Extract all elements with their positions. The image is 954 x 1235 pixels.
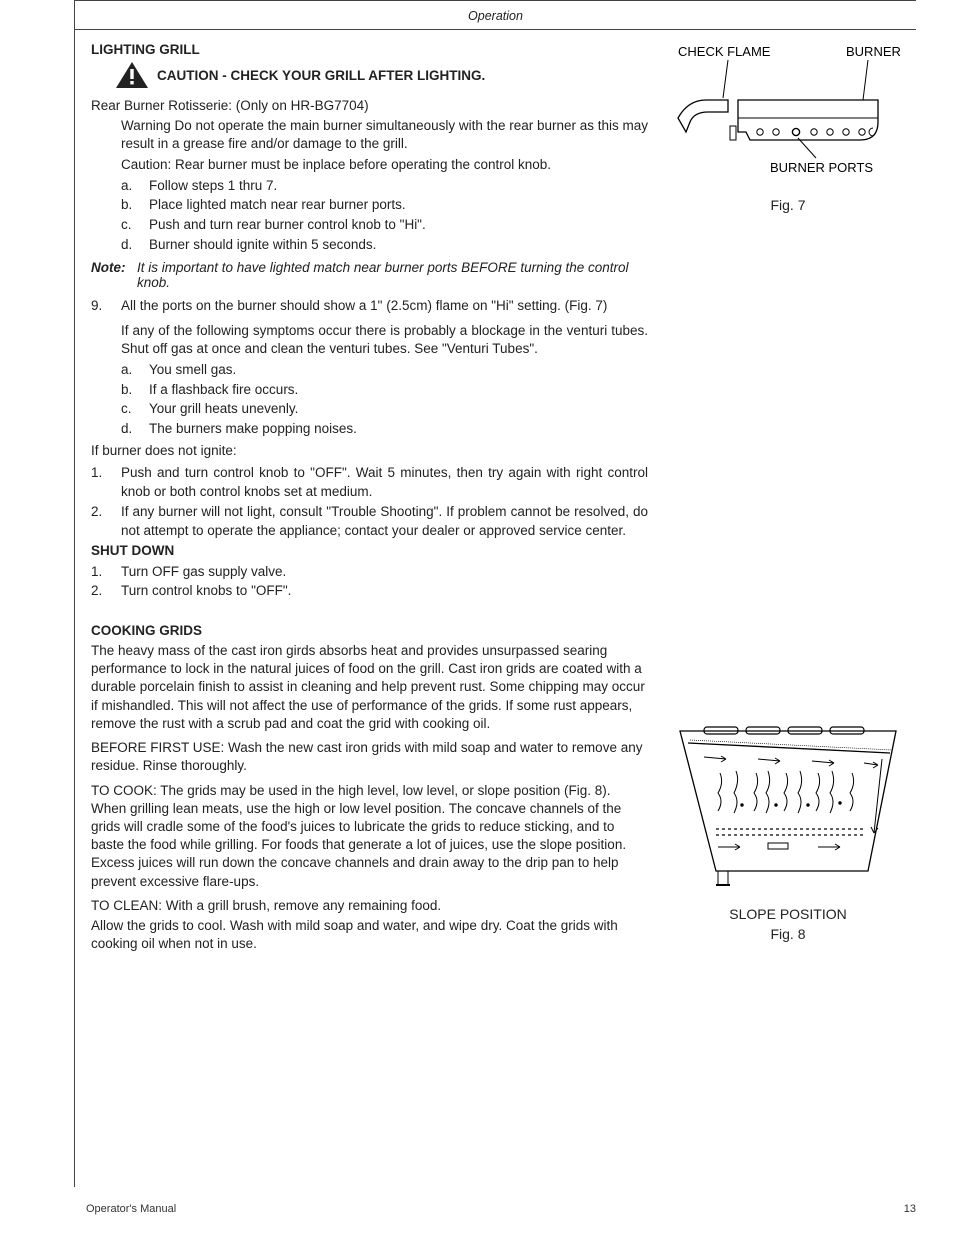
figure-8-slope-label: SLOPE POSITION	[660, 906, 916, 922]
step-9-followup: If any of the following symptoms occur t…	[121, 322, 648, 358]
figure-7-caption: Fig. 7	[660, 197, 916, 213]
symptom-c: c.Your grill heats unevenly.	[121, 399, 648, 419]
cooking-grids-p2: BEFORE FIRST USE: Wash the new cast iron…	[91, 739, 648, 775]
content-wrap: LIGHTING GRILL CAUTION - CHECK YOUR GRIL…	[75, 30, 916, 955]
no-ignite-1: 1.Push and turn control knob to "OFF". W…	[91, 463, 648, 502]
figure-8: SLOPE POSITION Fig. 8	[660, 723, 916, 942]
fig7-label-checkflame: CHECK FLAME	[678, 44, 771, 59]
footer-page: 13	[904, 1203, 916, 1215]
side-column: CHECK FLAME BURNER BURNER PORTS	[660, 40, 916, 955]
step-c: c.Push and turn rear burner control knob…	[121, 215, 648, 235]
cooking-grids-p1: The heavy mass of the cast iron girds ab…	[91, 642, 648, 733]
header-section: Operation	[75, 9, 916, 30]
no-ignite-2: 2.If any burner will not light, consult …	[91, 502, 648, 541]
fig7-label-ports: BURNER PORTS	[770, 160, 873, 175]
symptom-a: a.You smell gas.	[121, 360, 648, 380]
figure-7-svg: CHECK FLAME BURNER BURNER PORTS	[668, 40, 908, 190]
page-frame: Operation LIGHTING GRILL CAUTION - CHECK…	[74, 0, 916, 1187]
note-row: Note: It is important to have lighted ma…	[91, 260, 648, 290]
fig7-label-burner: BURNER	[846, 44, 901, 59]
figure-8-caption: Fig. 8	[660, 926, 916, 942]
figure-8-svg	[668, 723, 908, 903]
main-column: LIGHTING GRILL CAUTION - CHECK YOUR GRIL…	[91, 40, 648, 955]
side-spacer	[660, 213, 916, 723]
warning-icon	[115, 61, 149, 89]
no-ignite-intro: If burner does not ignite:	[91, 442, 648, 460]
cooking-grids-p4b: Allow the grids to cool. Wash with mild …	[91, 917, 648, 953]
figure-7: CHECK FLAME BURNER BURNER PORTS	[660, 40, 916, 213]
step-9: 9.All the ports on the burner should sho…	[91, 296, 648, 316]
footer-left: Operator's Manual	[86, 1203, 176, 1215]
cooking-grids-p3: TO COOK: The grids may be used in the hi…	[91, 782, 648, 891]
caution-row: CAUTION - CHECK YOUR GRILL AFTER LIGHTIN…	[115, 61, 648, 89]
step-d: d.Burner should ignite within 5 seconds.	[121, 235, 648, 255]
note-label: Note:	[91, 260, 137, 290]
cooking-grids-p4a: TO CLEAN: With a grill brush, remove any…	[91, 897, 648, 915]
rear-burner-intro: Rear Burner Rotisserie: (Only on HR-BG77…	[91, 97, 648, 115]
cooking-grids-heading: COOKING GRIDS	[91, 623, 648, 638]
lighting-grill-heading: LIGHTING GRILL	[91, 42, 648, 57]
step-b: b.Place lighted match near rear burner p…	[121, 195, 648, 215]
shutdown-1: 1.Turn OFF gas supply valve.	[91, 562, 648, 582]
shut-down-heading: SHUT DOWN	[91, 543, 648, 558]
shutdown-2: 2.Turn control knobs to "OFF".	[91, 581, 648, 601]
page-footer: Operator's Manual 13	[86, 1203, 916, 1215]
rear-burner-warning: Warning Do not operate the main burner s…	[121, 117, 648, 153]
note-body: It is important to have lighted match ne…	[137, 260, 648, 290]
symptom-b: b.If a flashback fire occurs.	[121, 380, 648, 400]
step-a: a.Follow steps 1 thru 7.	[121, 176, 648, 196]
caution-text: CAUTION - CHECK YOUR GRILL AFTER LIGHTIN…	[157, 68, 485, 83]
rear-burner-caution: Caution: Rear burner must be inplace bef…	[121, 156, 648, 174]
symptom-d: d.The burners make popping noises.	[121, 419, 648, 439]
